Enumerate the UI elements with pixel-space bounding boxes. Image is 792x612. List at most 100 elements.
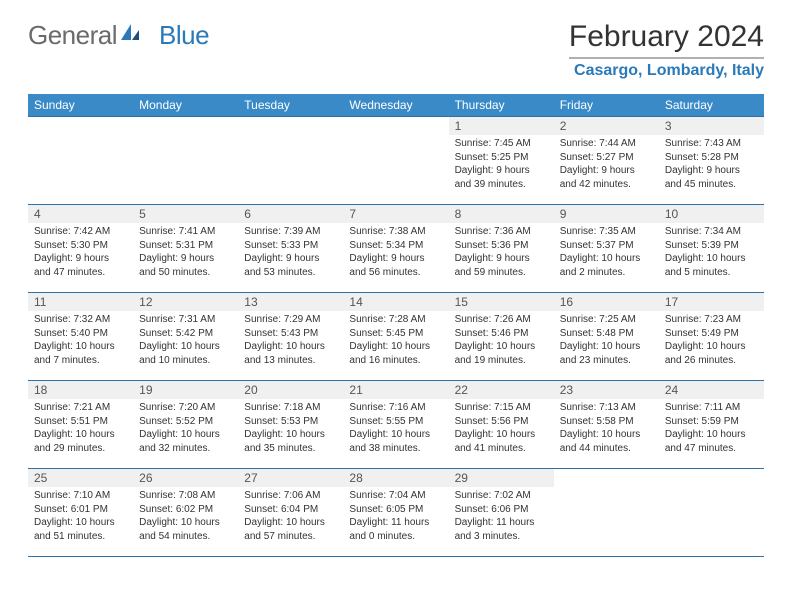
day-cell: 26Sunrise: 7:08 AMSunset: 6:02 PMDayligh… [133, 469, 238, 557]
day-number: 9 [554, 205, 659, 223]
day-number: 12 [133, 293, 238, 311]
day-cell: 7Sunrise: 7:38 AMSunset: 5:34 PMDaylight… [343, 205, 448, 293]
day-details: Sunrise: 7:31 AMSunset: 5:42 PMDaylight:… [133, 311, 238, 371]
day-cell: 8Sunrise: 7:36 AMSunset: 5:36 PMDaylight… [449, 205, 554, 293]
day-cell: 19Sunrise: 7:20 AMSunset: 5:52 PMDayligh… [133, 381, 238, 469]
brand-part2: Blue [159, 20, 209, 51]
day-cell: 6Sunrise: 7:39 AMSunset: 5:33 PMDaylight… [238, 205, 343, 293]
day-cell: 27Sunrise: 7:06 AMSunset: 6:04 PMDayligh… [238, 469, 343, 557]
day-cell: 10Sunrise: 7:34 AMSunset: 5:39 PMDayligh… [659, 205, 764, 293]
day-number: 2 [554, 117, 659, 135]
calendar-body: 1Sunrise: 7:45 AMSunset: 5:25 PMDaylight… [28, 117, 764, 557]
weekday-header: Monday [133, 94, 238, 117]
day-cell: 24Sunrise: 7:11 AMSunset: 5:59 PMDayligh… [659, 381, 764, 469]
day-details: Sunrise: 7:15 AMSunset: 5:56 PMDaylight:… [449, 399, 554, 459]
empty-cell [28, 117, 133, 205]
day-number: 15 [449, 293, 554, 311]
day-details: Sunrise: 7:34 AMSunset: 5:39 PMDaylight:… [659, 223, 764, 283]
day-details: Sunrise: 7:43 AMSunset: 5:28 PMDaylight:… [659, 135, 764, 195]
empty-cell [343, 117, 448, 205]
day-number: 5 [133, 205, 238, 223]
month-title: February 2024 [569, 20, 764, 59]
day-number: 4 [28, 205, 133, 223]
day-details: Sunrise: 7:02 AMSunset: 6:06 PMDaylight:… [449, 487, 554, 547]
day-number: 27 [238, 469, 343, 487]
brand-part1: General [28, 20, 117, 51]
day-number: 23 [554, 381, 659, 399]
day-number: 20 [238, 381, 343, 399]
title-block: February 2024 Casargo, Lombardy, Italy [569, 20, 764, 80]
day-number: 18 [28, 381, 133, 399]
day-number: 26 [133, 469, 238, 487]
day-number: 3 [659, 117, 764, 135]
empty-cell [659, 469, 764, 557]
day-number: 6 [238, 205, 343, 223]
day-cell: 13Sunrise: 7:29 AMSunset: 5:43 PMDayligh… [238, 293, 343, 381]
day-cell: 17Sunrise: 7:23 AMSunset: 5:49 PMDayligh… [659, 293, 764, 381]
day-details: Sunrise: 7:20 AMSunset: 5:52 PMDaylight:… [133, 399, 238, 459]
day-cell: 25Sunrise: 7:10 AMSunset: 6:01 PMDayligh… [28, 469, 133, 557]
day-number: 16 [554, 293, 659, 311]
day-number: 17 [659, 293, 764, 311]
day-cell: 18Sunrise: 7:21 AMSunset: 5:51 PMDayligh… [28, 381, 133, 469]
day-details: Sunrise: 7:10 AMSunset: 6:01 PMDaylight:… [28, 487, 133, 547]
weekday-header: Thursday [449, 94, 554, 117]
day-details: Sunrise: 7:16 AMSunset: 5:55 PMDaylight:… [343, 399, 448, 459]
day-number: 28 [343, 469, 448, 487]
weekday-header: Tuesday [238, 94, 343, 117]
weekday-header: Saturday [659, 94, 764, 117]
day-cell: 2Sunrise: 7:44 AMSunset: 5:27 PMDaylight… [554, 117, 659, 205]
location: Casargo, Lombardy, Italy [569, 62, 764, 80]
day-details: Sunrise: 7:39 AMSunset: 5:33 PMDaylight:… [238, 223, 343, 283]
day-cell: 5Sunrise: 7:41 AMSunset: 5:31 PMDaylight… [133, 205, 238, 293]
day-cell: 28Sunrise: 7:04 AMSunset: 6:05 PMDayligh… [343, 469, 448, 557]
header: General Blue February 2024 Casargo, Lomb… [28, 20, 764, 80]
day-details: Sunrise: 7:04 AMSunset: 6:05 PMDaylight:… [343, 487, 448, 547]
day-number: 10 [659, 205, 764, 223]
sail-icon [119, 20, 141, 51]
day-details: Sunrise: 7:11 AMSunset: 5:59 PMDaylight:… [659, 399, 764, 459]
day-details: Sunrise: 7:32 AMSunset: 5:40 PMDaylight:… [28, 311, 133, 371]
day-cell: 23Sunrise: 7:13 AMSunset: 5:58 PMDayligh… [554, 381, 659, 469]
day-cell: 14Sunrise: 7:28 AMSunset: 5:45 PMDayligh… [343, 293, 448, 381]
day-details: Sunrise: 7:08 AMSunset: 6:02 PMDaylight:… [133, 487, 238, 547]
day-cell: 11Sunrise: 7:32 AMSunset: 5:40 PMDayligh… [28, 293, 133, 381]
day-details: Sunrise: 7:06 AMSunset: 6:04 PMDaylight:… [238, 487, 343, 547]
day-details: Sunrise: 7:21 AMSunset: 5:51 PMDaylight:… [28, 399, 133, 459]
empty-cell [238, 117, 343, 205]
day-number: 22 [449, 381, 554, 399]
day-details: Sunrise: 7:38 AMSunset: 5:34 PMDaylight:… [343, 223, 448, 283]
day-cell: 16Sunrise: 7:25 AMSunset: 5:48 PMDayligh… [554, 293, 659, 381]
day-number: 1 [449, 117, 554, 135]
day-cell: 3Sunrise: 7:43 AMSunset: 5:28 PMDaylight… [659, 117, 764, 205]
day-cell: 20Sunrise: 7:18 AMSunset: 5:53 PMDayligh… [238, 381, 343, 469]
calendar-head: SundayMondayTuesdayWednesdayThursdayFrid… [28, 94, 764, 117]
day-number: 14 [343, 293, 448, 311]
day-number: 7 [343, 205, 448, 223]
day-details: Sunrise: 7:26 AMSunset: 5:46 PMDaylight:… [449, 311, 554, 371]
day-number: 29 [449, 469, 554, 487]
day-details: Sunrise: 7:42 AMSunset: 5:30 PMDaylight:… [28, 223, 133, 283]
day-number: 13 [238, 293, 343, 311]
day-number: 8 [449, 205, 554, 223]
day-cell: 22Sunrise: 7:15 AMSunset: 5:56 PMDayligh… [449, 381, 554, 469]
day-details: Sunrise: 7:23 AMSunset: 5:49 PMDaylight:… [659, 311, 764, 371]
weekday-header: Sunday [28, 94, 133, 117]
empty-cell [133, 117, 238, 205]
day-details: Sunrise: 7:28 AMSunset: 5:45 PMDaylight:… [343, 311, 448, 371]
day-cell: 29Sunrise: 7:02 AMSunset: 6:06 PMDayligh… [449, 469, 554, 557]
day-cell: 9Sunrise: 7:35 AMSunset: 5:37 PMDaylight… [554, 205, 659, 293]
day-details: Sunrise: 7:18 AMSunset: 5:53 PMDaylight:… [238, 399, 343, 459]
calendar-table: SundayMondayTuesdayWednesdayThursdayFrid… [28, 94, 764, 557]
day-number: 25 [28, 469, 133, 487]
empty-cell [554, 469, 659, 557]
day-cell: 21Sunrise: 7:16 AMSunset: 5:55 PMDayligh… [343, 381, 448, 469]
day-details: Sunrise: 7:25 AMSunset: 5:48 PMDaylight:… [554, 311, 659, 371]
weekday-header: Friday [554, 94, 659, 117]
day-cell: 12Sunrise: 7:31 AMSunset: 5:42 PMDayligh… [133, 293, 238, 381]
brand-logo: General Blue [28, 20, 209, 51]
day-number: 11 [28, 293, 133, 311]
day-number: 24 [659, 381, 764, 399]
day-number: 19 [133, 381, 238, 399]
day-details: Sunrise: 7:29 AMSunset: 5:43 PMDaylight:… [238, 311, 343, 371]
